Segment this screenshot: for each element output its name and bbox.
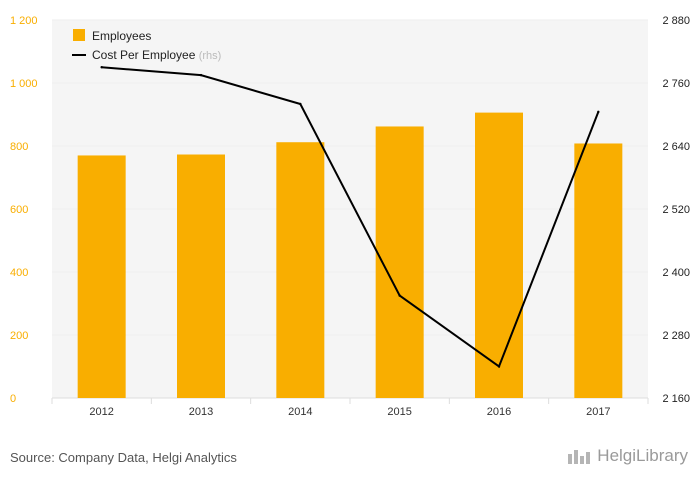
point-2014	[299, 102, 302, 106]
x-tick-label-2017: 2017	[586, 406, 610, 418]
x-tick-label-2016: 2016	[487, 406, 511, 418]
y-right-tick-label-5: 2 280	[662, 330, 690, 342]
bar-2015	[375, 126, 424, 398]
legend-swatch-employees	[73, 29, 85, 41]
bar-2017	[574, 143, 623, 398]
point-2016	[497, 365, 501, 368]
point-2012	[100, 66, 103, 69]
source-note: Source: Company Data, Helgi Analytics	[10, 450, 237, 465]
x-tick-label-2015: 2015	[387, 406, 411, 418]
brand-name: HelgiLibrary	[597, 446, 688, 465]
legend-suffix-rhs: (rhs)	[199, 50, 222, 62]
brand-logo: HelgiLibrary	[567, 446, 688, 466]
bar-2012	[77, 155, 126, 398]
x-tick-label-2012: 2012	[89, 406, 113, 418]
y-left-tick-label-2: 800	[10, 141, 28, 153]
helgi-building-icon	[568, 450, 591, 464]
y-right-tick-label-4: 2 400	[662, 267, 690, 279]
point-2013	[199, 73, 203, 77]
y-left-tick-label-0: 1 200	[10, 15, 38, 27]
y-right-tick-label-3: 2 520	[662, 204, 690, 216]
y-left-tick-label-4: 400	[10, 267, 28, 279]
point-2015	[398, 294, 401, 297]
y-right-tick-label-6: 2 160	[662, 393, 690, 405]
y-right-tick-label-2: 2 640	[662, 141, 690, 153]
line-cost-per-employee	[101, 66, 600, 369]
y-left-tick-label-5: 200	[10, 330, 28, 342]
y-left-tick-label-1: 1 000	[10, 78, 38, 90]
legend-label-cost-per-employee: Cost Per Employee (rhs)	[92, 48, 221, 62]
bar-2013	[177, 154, 225, 398]
chart-svg: 1 200 1 000 800 600 400 200 0 2 880 2 760 2 640 2 …	[10, 15, 690, 418]
legend-label-employees: Employees	[92, 29, 151, 43]
y-left-tick-label-3: 600	[10, 204, 28, 216]
x-tick-label-2013: 2013	[189, 406, 213, 418]
bar-2014	[276, 142, 325, 398]
y-left-tick-label-6: 0	[10, 393, 16, 405]
y-right-tick-label-0: 2 880	[662, 15, 690, 27]
bar-2016	[475, 112, 523, 399]
point-2017	[597, 110, 600, 114]
x-tick-label-2014: 2014	[288, 406, 312, 418]
y-right-tick-label-1: 2 760	[662, 78, 690, 90]
